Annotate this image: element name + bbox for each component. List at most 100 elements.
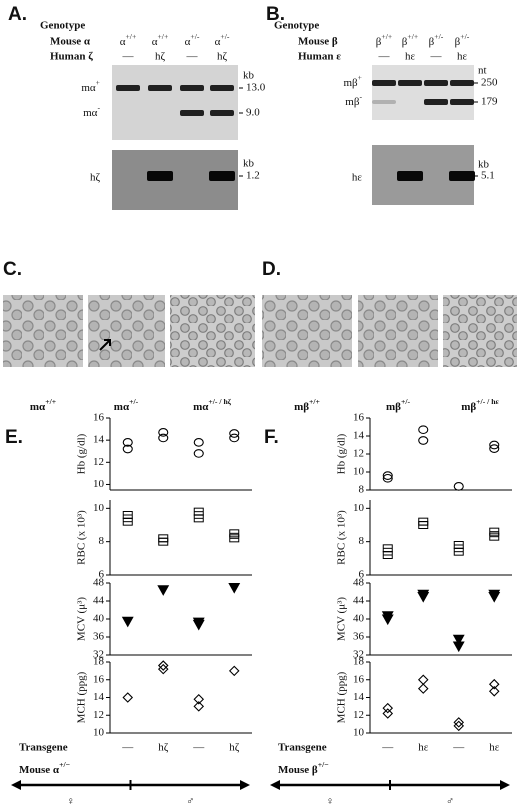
label-base: mβ <box>345 96 360 108</box>
size-label: 1.2 <box>246 170 260 182</box>
point <box>382 544 393 553</box>
y-axis-label: MCH (ppg) <box>76 671 88 723</box>
label-sup: +/+ <box>407 32 418 41</box>
y-tick-label: 14 <box>353 691 365 703</box>
micrograph <box>88 295 165 367</box>
micrograph <box>170 295 255 367</box>
size-label: 179 <box>481 96 498 108</box>
label-base: mβ <box>294 401 309 413</box>
group-label: — <box>381 742 394 754</box>
micrograph <box>443 295 517 367</box>
label-base: mβ <box>344 77 359 89</box>
panel-letter: D. <box>262 259 281 280</box>
unit: kb <box>243 70 255 82</box>
row-label: Mouse α <box>50 36 91 48</box>
label-base: α <box>215 36 221 48</box>
point <box>381 611 394 622</box>
point <box>122 438 133 447</box>
transgene-label: hε <box>457 51 468 63</box>
point <box>489 444 500 453</box>
heading: Genotype <box>274 20 319 32</box>
y-axis-label: MCH (ppg) <box>336 671 348 723</box>
label-sup: +/- <box>460 32 469 41</box>
micrograph-label: mβ+/+ <box>294 397 320 412</box>
point <box>157 660 169 671</box>
row-label: Transgene <box>278 742 327 754</box>
point <box>121 616 134 628</box>
unit: kb <box>243 158 255 170</box>
sex-symbol: ♂ <box>446 796 454 808</box>
row-label: Transgene <box>19 742 68 754</box>
point <box>417 683 429 694</box>
y-tick-label: 10 <box>93 727 105 739</box>
band <box>449 171 475 181</box>
label-sup: +/+ <box>157 32 168 41</box>
y-tick-label: 14 <box>93 434 105 446</box>
point <box>122 444 133 454</box>
y-axis-label: Hb (g/dl) <box>336 433 348 474</box>
point <box>193 693 205 705</box>
label-base: Mouse α <box>19 764 60 776</box>
point <box>417 589 430 601</box>
y-tick-label: 6 <box>99 569 105 581</box>
band <box>450 80 474 86</box>
point <box>193 507 204 516</box>
point <box>488 589 501 601</box>
y-tick-label: 48 <box>93 577 105 589</box>
point <box>229 529 240 538</box>
point <box>488 678 500 690</box>
point <box>192 617 205 629</box>
y-axis-label: RBC (x 10³) <box>336 510 348 565</box>
point <box>418 425 429 435</box>
transgene-label: — <box>122 51 135 63</box>
label-sup: + <box>96 78 100 87</box>
label-sup: +/− <box>318 760 329 769</box>
point <box>122 517 133 526</box>
transgene-label: — <box>430 51 443 63</box>
label-base: mβ <box>461 401 476 413</box>
band <box>210 110 234 116</box>
point <box>122 511 133 519</box>
panel-letter: F. <box>264 427 279 448</box>
arrow-head <box>11 780 21 790</box>
point <box>158 534 169 543</box>
band <box>210 85 234 91</box>
sex-symbol: ♂ <box>186 796 194 808</box>
y-tick-label: 32 <box>353 649 364 661</box>
y-tick-label: 18 <box>93 656 105 668</box>
label-sup: +/- <box>190 32 199 41</box>
column-label: β+/+ <box>376 32 392 47</box>
y-tick-label: 16 <box>93 412 105 424</box>
panel-letter: E. <box>5 427 23 448</box>
point <box>489 527 500 536</box>
y-tick-label: 32 <box>93 649 104 661</box>
band-label: mα- <box>83 103 100 118</box>
group-label: hζ <box>158 742 169 754</box>
point <box>417 674 429 686</box>
column-label: α+/+ <box>152 32 169 47</box>
y-tick-label: 10 <box>353 466 365 478</box>
y-tick-label: 10 <box>353 727 365 739</box>
point <box>452 634 465 646</box>
label-sup: +/- <box>220 32 229 41</box>
point <box>382 551 393 559</box>
size-label: 250 <box>481 77 498 89</box>
y-tick-label: 36 <box>93 631 105 643</box>
label-sup: +/+ <box>381 32 392 41</box>
y-tick-label: 14 <box>93 691 105 703</box>
sex-symbol: ♀ <box>67 796 75 808</box>
y-tick-label: 12 <box>93 709 104 721</box>
column-label: α+/- <box>185 32 200 47</box>
label-base: α <box>120 36 126 48</box>
point <box>157 663 169 675</box>
point <box>158 433 169 443</box>
panel-letter: B. <box>266 4 285 25</box>
point <box>193 438 204 447</box>
transgene-label: — <box>186 51 199 63</box>
label-sup: +/- <box>129 397 139 406</box>
y-tick-label: 16 <box>353 412 365 424</box>
y-tick-label: 18 <box>353 656 365 668</box>
band <box>147 171 173 181</box>
blot <box>112 65 238 140</box>
